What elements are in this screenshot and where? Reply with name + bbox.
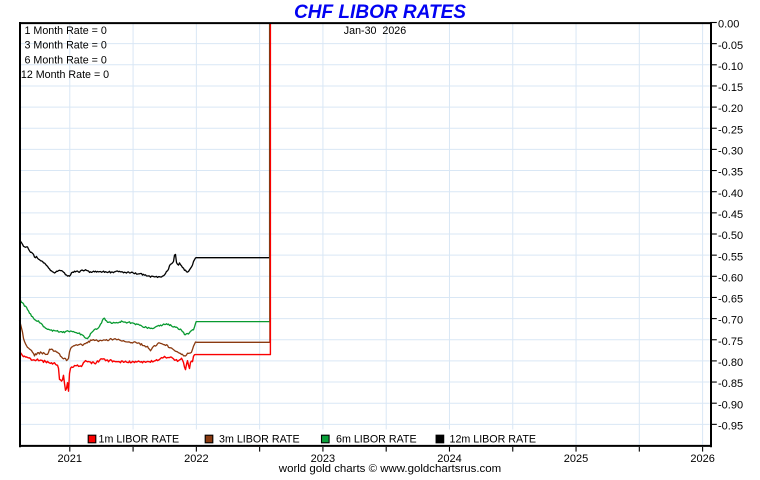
svg-text:-0.35: -0.35 (718, 167, 743, 179)
svg-text:2021: 2021 (58, 453, 82, 465)
svg-text:-0.60: -0.60 (718, 272, 743, 284)
svg-text:6 Month Rate = 0: 6 Month Rate = 0 (25, 54, 107, 66)
svg-text:1 Month Rate = 0: 1 Month Rate = 0 (25, 25, 107, 37)
svg-text:-0.95: -0.95 (718, 420, 743, 432)
svg-text:2022: 2022 (184, 453, 208, 465)
svg-text:2023: 2023 (311, 453, 335, 465)
svg-text:Jan-30 2026: Jan-30 2026 (344, 25, 406, 37)
svg-text:-0.65: -0.65 (718, 294, 743, 306)
svg-text:2024: 2024 (437, 453, 461, 465)
svg-text:-0.40: -0.40 (718, 188, 743, 200)
svg-text:3m LIBOR RATE: 3m LIBOR RATE (219, 434, 300, 446)
svg-text:-0.55: -0.55 (718, 251, 743, 263)
svg-text:world gold charts © www.goldch: world gold charts © www.goldchartsrus.co… (278, 463, 501, 475)
svg-text:3 Month Rate = 0: 3 Month Rate = 0 (25, 40, 107, 52)
svg-text:-0.85: -0.85 (718, 378, 743, 390)
svg-text:-0.70: -0.70 (718, 315, 743, 327)
svg-text:-0.20: -0.20 (718, 103, 743, 115)
svg-text:-0.15: -0.15 (718, 82, 743, 94)
svg-text:0.00: 0.00 (718, 19, 739, 31)
svg-text:-0.45: -0.45 (718, 209, 743, 221)
svg-text:-0.50: -0.50 (718, 230, 743, 242)
svg-text:2025: 2025 (564, 453, 588, 465)
svg-text:12m LIBOR RATE: 12m LIBOR RATE (450, 434, 537, 446)
svg-text:2026: 2026 (690, 453, 714, 465)
svg-text:-0.75: -0.75 (718, 336, 743, 348)
svg-text:12 Month Rate = 0: 12 Month Rate = 0 (21, 69, 109, 81)
svg-text:-0.05: -0.05 (718, 40, 743, 52)
svg-text:CHF LIBOR RATES: CHF LIBOR RATES (294, 2, 466, 23)
svg-text:-0.30: -0.30 (718, 146, 743, 158)
svg-text:-0.10: -0.10 (718, 61, 743, 73)
svg-text:-0.90: -0.90 (718, 399, 743, 411)
svg-text:-0.25: -0.25 (718, 124, 743, 136)
svg-text:1m LIBOR RATE: 1m LIBOR RATE (99, 434, 180, 446)
svg-text:6m LIBOR RATE: 6m LIBOR RATE (336, 434, 417, 446)
svg-text:-0.80: -0.80 (718, 357, 743, 369)
